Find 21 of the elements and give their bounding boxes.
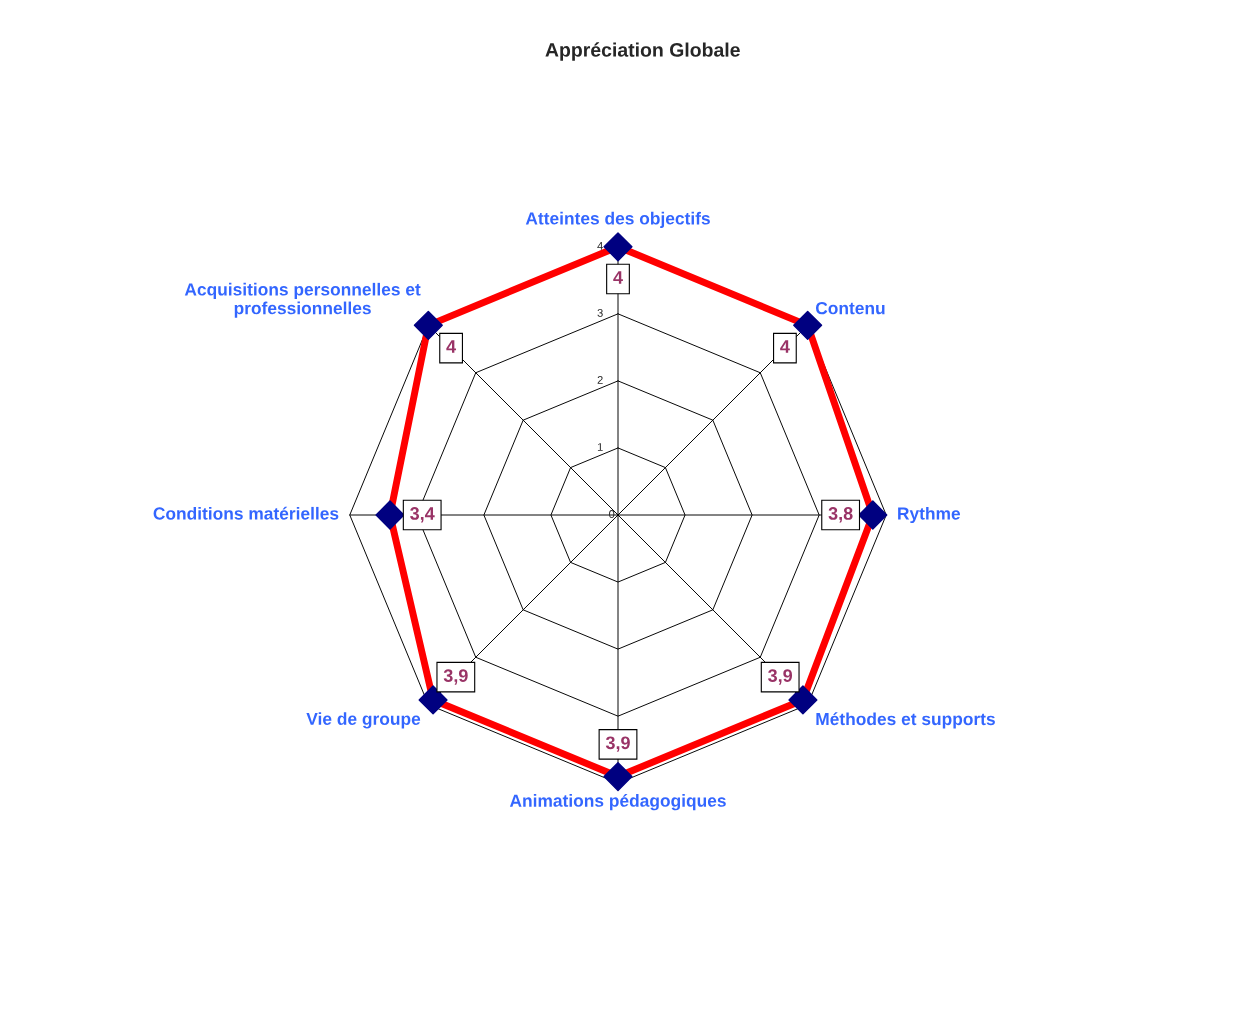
data-label: 4 <box>613 271 623 284</box>
spoke-label: Vie de groupe <box>306 712 421 729</box>
y-tick-label: 1 <box>597 443 603 451</box>
spoke-label: Rythme <box>898 506 961 524</box>
y-tick-label: 3 <box>597 308 603 317</box>
data-label: 3,9 <box>768 669 793 685</box>
data-label: 3,8 <box>828 507 853 523</box>
y-tick-label: 2 <box>597 376 603 384</box>
spoke-label: Acquisitions personnelles et professionnelles <box>184 282 421 318</box>
spoke-label: Animations pédagogiques <box>509 793 726 811</box>
data-label: 3,9 <box>443 669 468 685</box>
spoke-label: Méthodes et supports <box>816 712 995 729</box>
spoke-label: Contenu <box>815 302 885 315</box>
chart-title: Appréciation Globale <box>545 42 740 61</box>
y-tick-label: 4 <box>597 242 603 250</box>
data-label: 4 <box>780 340 790 353</box>
data-label: 4 <box>446 340 457 353</box>
data-label: 3,9 <box>605 736 630 752</box>
spoke-label: Conditions matérielles <box>153 506 339 520</box>
spoke-label: Atteintes des objectifs <box>525 211 710 228</box>
data-label: 3,4 <box>410 507 435 523</box>
